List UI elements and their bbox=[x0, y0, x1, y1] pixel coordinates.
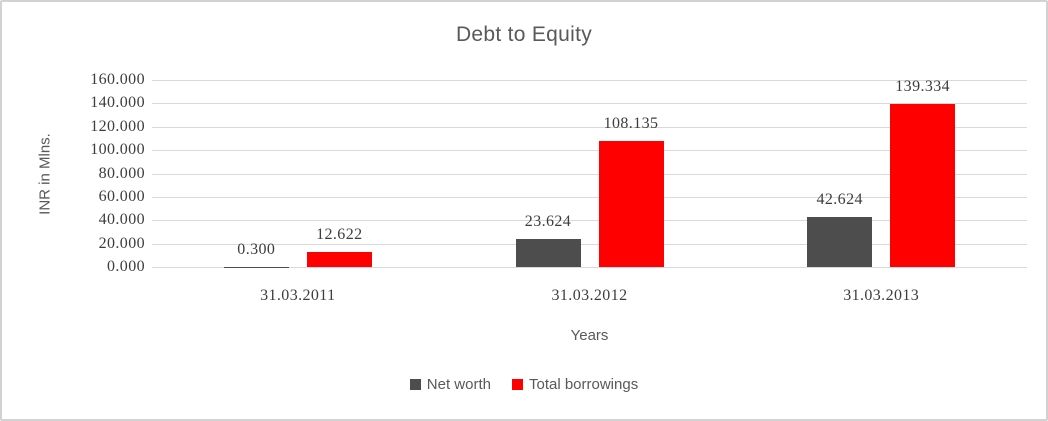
gridline bbox=[152, 267, 1027, 268]
y-tick-label: 20.000 bbox=[98, 234, 145, 252]
gridline bbox=[152, 243, 1027, 245]
legend-swatch-net-worth bbox=[409, 379, 421, 390]
legend-item-total-borrowings: Total borrowings bbox=[511, 376, 639, 393]
chart-title: Debt to Equity bbox=[455, 23, 593, 46]
y-tick-label: 60.000 bbox=[98, 187, 145, 205]
legend: Net worth Total borrowings bbox=[2, 376, 1046, 393]
bar-value-label: 108.135 bbox=[603, 114, 659, 132]
x-category-label: 31.03.2013 bbox=[843, 287, 920, 304]
y-tick-label: 160.000 bbox=[90, 71, 145, 88]
x-category-label: 31.03.2011 bbox=[260, 287, 336, 304]
y-tick-label: 40.000 bbox=[98, 211, 145, 229]
gridline bbox=[152, 220, 1027, 222]
bar-net-worth bbox=[807, 217, 873, 267]
gridline bbox=[152, 173, 1027, 175]
bar-value-label: 12.622 bbox=[316, 226, 363, 244]
plot-area: 0.300 12.622 23.624 108.135 42.624 139.334 bbox=[152, 78, 1027, 268]
gridline bbox=[152, 150, 1027, 152]
y-tick-label: 140.000 bbox=[90, 94, 145, 112]
bar-net-worth bbox=[515, 239, 581, 267]
bar-value-label: 42.624 bbox=[816, 191, 863, 209]
legend-swatch-total-borrowings bbox=[511, 379, 523, 390]
legend-label: Net worth bbox=[426, 376, 491, 393]
bar-value-label: 0.300 bbox=[237, 240, 276, 258]
gridline bbox=[152, 126, 1027, 128]
bar-value-label: 139.334 bbox=[895, 78, 951, 96]
y-axis-tick-labels: 0.000 20.000 40.000 60.000 80.000 100.000 120.… bbox=[30, 71, 145, 275]
bar-total-borrowings bbox=[890, 104, 956, 267]
bar-total-borrowings bbox=[598, 140, 664, 267]
legend-label: Total borrowings bbox=[528, 376, 639, 393]
y-tick-label: 0.000 bbox=[107, 258, 145, 275]
bar-value-label: 23.624 bbox=[524, 213, 572, 231]
y-tick-label: 120.000 bbox=[90, 117, 145, 135]
legend-item-net-worth: Net worth bbox=[409, 376, 491, 393]
x-axis-category-labels: 31.03.2011 31.03.2012 31.03.2013 bbox=[152, 287, 1027, 307]
y-tick-label: 80.000 bbox=[98, 164, 145, 182]
y-tick-label: 100.000 bbox=[90, 141, 145, 159]
gridline bbox=[152, 196, 1027, 198]
gridline bbox=[152, 103, 1027, 105]
x-axis-title: Years bbox=[570, 327, 609, 344]
gridline bbox=[152, 80, 1027, 81]
x-category-label: 31.03.2012 bbox=[551, 287, 628, 304]
bar-total-borrowings bbox=[306, 252, 372, 267]
